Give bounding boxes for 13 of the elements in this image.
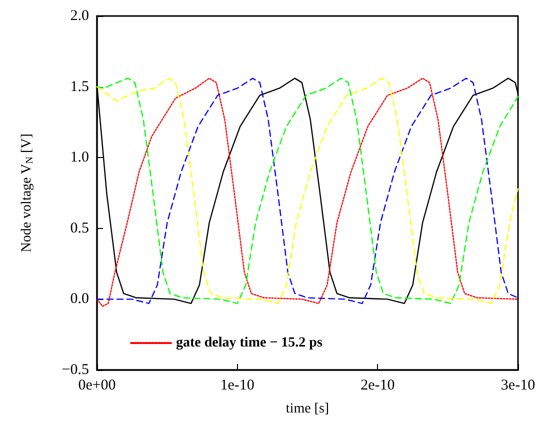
y-tick-label: 1.5 — [70, 78, 89, 95]
y-tick-label: 1.0 — [70, 150, 89, 166]
x-tick-label: 0e+00 — [78, 378, 116, 394]
y-tick-label: 0.0 — [70, 291, 89, 308]
y-axis-title: Node voltage VN [V] — [20, 134, 36, 252]
x-tick-label: 3e-10 — [500, 378, 536, 394]
y-tick-label: 2.0 — [70, 8, 89, 24]
y-tick-label: −0.5 — [62, 362, 89, 378]
y-tick-label: 0.5 — [70, 220, 89, 236]
x-tick-label: 1e-10 — [220, 378, 254, 394]
legend-label: gate delay time − 15.2 ps — [176, 336, 323, 350]
x-axis-title: time [s] — [286, 402, 330, 416]
x-tick-label: 2e-10 — [360, 378, 395, 394]
